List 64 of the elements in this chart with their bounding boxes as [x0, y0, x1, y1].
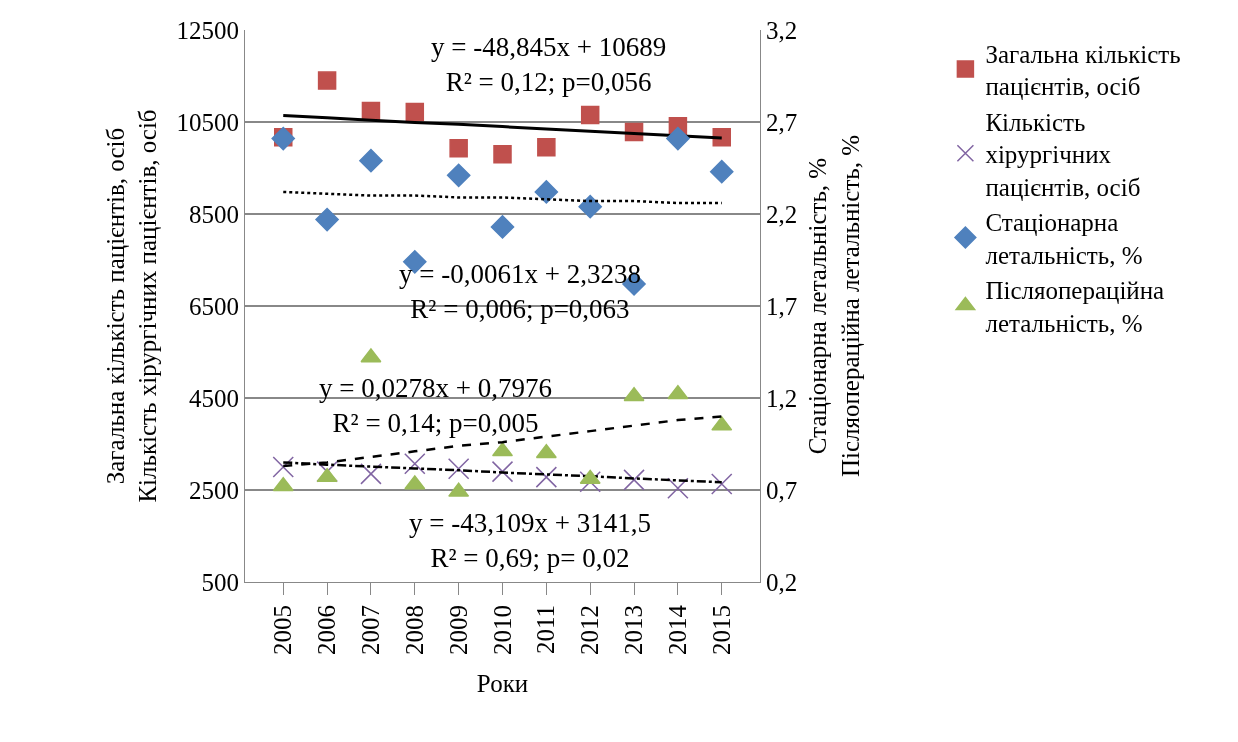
- line-series: [282, 190, 723, 205]
- point: [491, 460, 514, 483]
- point: [447, 458, 470, 480]
- point: [535, 466, 558, 488]
- point: [404, 453, 426, 475]
- y-tick-label: 12500: [176, 16, 239, 44]
- y2-axis-title: Стаціонарна летальність, % Післяопераційна летальність, %: [804, 134, 864, 478]
- point: [316, 467, 338, 483]
- annotation: y = -48,845x + 10689 R² = 0,12; p=0,056: [431, 32, 667, 98]
- legend-label: Кількість хірургічних пацієнтів, осіб: [985, 108, 1141, 201]
- x-tick-label: 2012: [576, 605, 604, 655]
- y-tick-label: 2500: [189, 476, 239, 504]
- x-tick-label: 2014: [664, 604, 692, 655]
- point: [317, 71, 337, 90]
- point: [449, 138, 468, 158]
- legend-label: Післяопераційна летальність, %: [985, 277, 1165, 337]
- point: [537, 138, 556, 157]
- legend-label: Стаціонарна летальність, %: [985, 209, 1143, 269]
- y2-tick-label: 3,2: [766, 16, 798, 44]
- x-tick-label: 2009: [444, 605, 472, 655]
- x-tick-label: 2010: [488, 605, 516, 655]
- point: [666, 126, 690, 151]
- y-tick-label: 10500: [176, 108, 239, 136]
- point: [578, 194, 602, 219]
- y-tick-label: 500: [201, 568, 239, 596]
- annotation: y = -0,0061x + 2,3238 R² = 0,006; p=0,063: [399, 259, 641, 325]
- point: [580, 105, 600, 125]
- point: [534, 180, 559, 204]
- point: [667, 477, 689, 499]
- point: [623, 386, 645, 402]
- x-tick-label: 2007: [357, 605, 385, 655]
- y2-tick-label: 0,7: [766, 476, 798, 504]
- x-tick-label: 2005: [269, 605, 297, 655]
- point: [709, 159, 734, 184]
- x-axis-title: Роки: [476, 670, 529, 697]
- point: [360, 463, 382, 485]
- y2-tick-label: 0,2: [766, 568, 798, 596]
- y2-tick-label: 2,2: [766, 200, 798, 228]
- y-tick-label: 8500: [189, 200, 239, 228]
- x-tick-label: 2013: [620, 605, 648, 655]
- point: [490, 215, 515, 239]
- y2-tick-label: 1,2: [766, 384, 798, 412]
- x-tick-label: 2008: [400, 605, 428, 655]
- point: [446, 163, 471, 188]
- y-axis-title: Загальна кількість пацієнтів, осіб Кількість хірургічних пацієнтів, осіб: [101, 109, 162, 503]
- x-tick-label: 2006: [313, 605, 341, 655]
- y-tick-label: 6500: [189, 292, 239, 320]
- y2-tick-label: 1,7: [766, 292, 798, 320]
- x-tick-label: 2011: [532, 605, 560, 655]
- legend-label: Загальна кількість пацієнтів, осіб: [985, 40, 1181, 100]
- point: [493, 144, 512, 164]
- annotation: y = 0,0278x + 0,7976 R² = 0,14; p=0,005: [319, 373, 552, 439]
- x-tick-label: 2015: [707, 605, 735, 655]
- point: [315, 207, 339, 232]
- annotation: y = -43,109x + 3141,5 R² = 0,69; p= 0,02: [409, 508, 651, 574]
- point: [359, 148, 383, 173]
- point: [535, 443, 557, 459]
- point: [405, 102, 425, 122]
- y-tick-label: 4500: [189, 384, 239, 412]
- point: [711, 473, 733, 495]
- y2-tick-label: 2,7: [766, 108, 798, 136]
- point: [623, 469, 645, 491]
- point: [272, 456, 294, 478]
- point: [579, 470, 601, 493]
